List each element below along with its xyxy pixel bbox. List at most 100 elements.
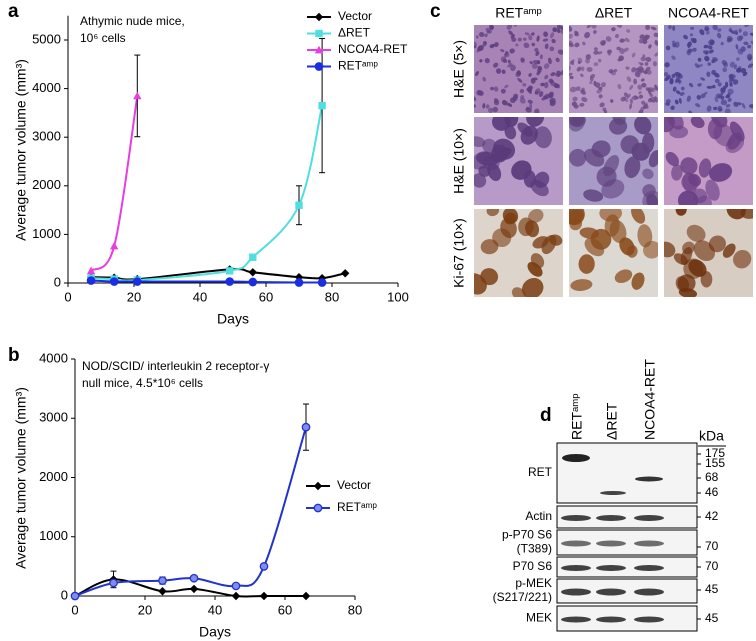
nucleus: [550, 81, 557, 87]
nucleus: [560, 29, 563, 34]
nucleus: [712, 25, 718, 31]
nucleus: [643, 102, 648, 109]
blot-label: MEK: [526, 611, 552, 625]
nucleus: [665, 45, 671, 51]
nucleus: [713, 106, 718, 111]
nucleus: [740, 209, 753, 219]
nucleus: [675, 74, 681, 79]
nucleus: [709, 163, 733, 182]
nucleus: [624, 156, 641, 179]
nucleus: [613, 68, 618, 73]
nucleus: [544, 81, 549, 89]
series-line: [91, 105, 324, 282]
nucleus: [586, 25, 591, 29]
nucleus: [639, 34, 645, 39]
marker: [189, 584, 199, 594]
nucleus: [516, 70, 521, 76]
x-tick-label: 60: [259, 289, 273, 304]
nucleus: [641, 82, 647, 88]
annotation: Athymic nude mice,: [80, 14, 185, 28]
nucleus: [712, 57, 718, 62]
nucleus: [569, 86, 577, 93]
x-tick-label: 80: [348, 602, 362, 617]
lane-label: NCOA4-RET: [642, 359, 658, 440]
x-tick-label: 20: [138, 602, 152, 617]
nucleus: [496, 68, 502, 74]
legend-marker: [313, 481, 323, 491]
nucleus: [577, 60, 581, 65]
marker: [133, 91, 142, 100]
micrograph: [569, 25, 658, 113]
nucleus: [707, 45, 713, 50]
marker: [189, 573, 199, 583]
nucleus: [504, 84, 509, 89]
column-header: ΔRET: [595, 5, 633, 21]
nucleus: [479, 59, 483, 63]
nucleus: [648, 150, 658, 168]
nucleus: [716, 32, 722, 39]
nucleus: [531, 32, 535, 36]
nucleus: [533, 77, 538, 81]
nucleus: [500, 48, 505, 53]
nucleus: [543, 31, 549, 37]
x-tick-label: 0: [71, 602, 78, 617]
nucleus: [720, 87, 726, 93]
nucleus: [695, 195, 712, 205]
marker: [249, 253, 257, 261]
nucleus: [480, 268, 499, 286]
nucleus: [629, 98, 633, 104]
nucleus: [508, 30, 514, 36]
nucleus: [493, 99, 500, 106]
nucleus: [717, 28, 722, 32]
nucleus: [531, 42, 536, 47]
nucleus: [644, 62, 649, 66]
nucleus: [520, 125, 538, 145]
nucleus: [599, 39, 607, 46]
micrograph: [474, 25, 563, 113]
nucleus: [580, 89, 586, 95]
y-axis-label: Average tumor volume (mm³): [13, 59, 29, 241]
nucleus: [680, 86, 685, 91]
nucleus: [574, 30, 579, 37]
band: [561, 540, 591, 547]
nucleus: [513, 25, 518, 27]
nucleus: [594, 47, 598, 51]
nucleus: [724, 108, 731, 113]
nucleus: [515, 43, 519, 47]
nucleus: [705, 179, 720, 201]
marker: [301, 422, 311, 432]
nucleus: [736, 57, 740, 61]
nucleus: [532, 59, 540, 65]
nucleus: [686, 224, 706, 242]
nucleus: [744, 25, 750, 27]
legend-marker: [314, 45, 324, 54]
nucleus: [728, 27, 732, 32]
nucleus: [569, 65, 571, 72]
series-line: [91, 279, 323, 284]
nucleus: [614, 33, 619, 39]
nucleus: [555, 57, 560, 63]
nucleus: [629, 84, 634, 90]
nucleus: [642, 36, 648, 41]
nucleus: [708, 49, 714, 54]
x-tick-label: 80: [325, 289, 339, 304]
nucleus: [669, 77, 674, 85]
nucleus: [490, 25, 494, 31]
nucleus: [560, 26, 563, 31]
nucleus: [476, 47, 481, 53]
nucleus: [654, 96, 658, 103]
nucleus: [725, 104, 731, 108]
nucleus: [697, 57, 702, 62]
nucleus: [642, 184, 656, 198]
nucleus: [579, 227, 599, 239]
nucleus: [694, 63, 700, 69]
nucleus: [569, 148, 587, 167]
size-marker: 45: [705, 582, 719, 596]
nucleus: [530, 179, 549, 197]
band: [634, 540, 664, 547]
marker: [301, 591, 311, 601]
nucleus: [517, 37, 522, 42]
marker: [318, 101, 326, 110]
nucleus: [643, 240, 658, 259]
nucleus: [474, 96, 477, 101]
